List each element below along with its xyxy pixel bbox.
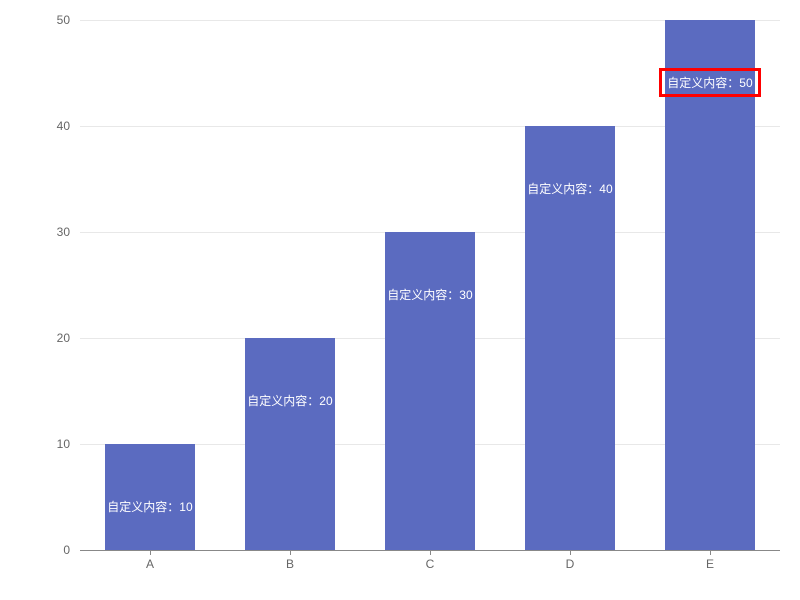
- bar: 自定义内容：40: [525, 126, 615, 550]
- x-tick-mark: [430, 550, 431, 555]
- plot-area: 自定义内容：10 自定义内容：20 自定义内容：30 自定义内容：40 自定义内容：50: [80, 20, 780, 550]
- bar-chart: 自定义内容：10 自定义内容：20 自定义内容：30 自定义内容：40 自定义内容：50…: [0, 0, 800, 600]
- x-tick-mark: [150, 550, 151, 555]
- y-tick-label: 0: [10, 543, 70, 557]
- y-tick-label: 30: [10, 225, 70, 239]
- bar: 自定义内容：10: [105, 444, 195, 550]
- y-tick-label: 10: [10, 437, 70, 451]
- x-tick-label: A: [130, 557, 170, 571]
- x-tick-label: E: [690, 557, 730, 571]
- x-tick-mark: [290, 550, 291, 555]
- highlight-box: [659, 68, 760, 97]
- bar-value-label: 自定义内容：40: [527, 180, 612, 197]
- x-tick-mark: [710, 550, 711, 555]
- bar: 自定义内容：50: [665, 20, 755, 550]
- x-tick-label: C: [410, 557, 450, 571]
- y-tick-label: 40: [10, 119, 70, 133]
- x-tick-label: D: [550, 557, 590, 571]
- y-tick-label: 50: [10, 13, 70, 27]
- bar-value-label: 自定义内容：10: [107, 498, 192, 515]
- bar: 自定义内容：30: [385, 232, 475, 550]
- bar: 自定义内容：20: [245, 338, 335, 550]
- y-tick-label: 20: [10, 331, 70, 345]
- bar-value-label: 自定义内容：30: [387, 286, 472, 303]
- x-tick-mark: [570, 550, 571, 555]
- bar-value-label: 自定义内容：20: [247, 392, 332, 409]
- x-tick-label: B: [270, 557, 310, 571]
